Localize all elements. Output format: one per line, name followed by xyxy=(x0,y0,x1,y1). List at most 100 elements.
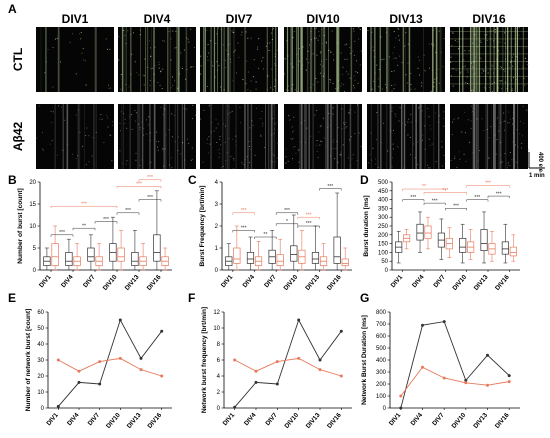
raster-spike xyxy=(450,160,452,161)
raster-spike xyxy=(499,41,501,43)
raster-spike xyxy=(410,83,412,85)
raster-spike xyxy=(203,109,205,111)
data-point xyxy=(139,356,143,360)
raster-spike xyxy=(404,45,406,47)
raster-spike xyxy=(247,89,249,91)
raster-spike xyxy=(208,136,210,138)
column-header: DIV4 xyxy=(144,12,171,26)
raster-spike xyxy=(154,65,156,67)
raster-spike xyxy=(405,32,407,34)
raster-spike xyxy=(180,153,182,155)
raster-spike xyxy=(464,111,466,113)
raster-spike xyxy=(331,51,333,53)
raster-spike xyxy=(223,89,225,91)
y-tick-label: 10 xyxy=(213,326,220,332)
raster-spike xyxy=(452,32,454,34)
raster-spike xyxy=(246,156,248,158)
raster-event-column xyxy=(291,27,293,92)
raster-spike xyxy=(42,148,44,150)
raster-spike xyxy=(292,158,293,160)
raster-spike xyxy=(378,86,380,88)
raster-event-column xyxy=(178,27,180,92)
raster-spike xyxy=(287,161,289,163)
raster-spike xyxy=(202,161,204,163)
x-tick-label: DIV10 xyxy=(283,411,300,429)
raster-spike xyxy=(491,64,493,66)
data-point xyxy=(486,353,489,357)
panel-b-number-of-burst: B 0 5 10 15 20 Number of burst [count] DIV1 DIV4… xyxy=(8,173,172,292)
raster-spike xyxy=(227,113,229,115)
raster-spike xyxy=(511,61,513,63)
raster-spike xyxy=(260,118,262,119)
raster-spike xyxy=(261,110,263,112)
raster-event-column xyxy=(385,104,388,169)
raster-spike xyxy=(323,73,325,75)
raster-spike xyxy=(190,159,192,161)
raster-event-column xyxy=(185,27,188,92)
raster-spike xyxy=(150,47,151,49)
raster-spike xyxy=(289,120,291,121)
data-point xyxy=(421,323,424,327)
raster-spike xyxy=(464,65,466,67)
raster-spike xyxy=(274,128,276,130)
raster-spike xyxy=(341,108,343,110)
raster-spike xyxy=(390,130,392,132)
raster-spike xyxy=(393,31,395,33)
box-iqr xyxy=(276,254,284,266)
raster-spike xyxy=(380,142,382,144)
raster-spike xyxy=(453,118,455,120)
raster-event-column xyxy=(370,27,372,92)
raster-spike xyxy=(183,49,185,51)
raster-spike xyxy=(277,130,279,131)
raster-spike xyxy=(432,90,433,92)
raster-spike xyxy=(404,167,406,169)
raster-event-column xyxy=(309,27,312,92)
raster-event-column xyxy=(485,104,487,169)
y-tick-label: 12 xyxy=(213,310,220,316)
raster-event-column xyxy=(94,27,97,92)
raster-spike xyxy=(235,140,237,142)
raster-spike xyxy=(380,36,382,38)
raster-spike xyxy=(224,141,226,143)
x-tick-label: DIV1 xyxy=(388,411,403,427)
raster-spike xyxy=(86,127,88,129)
raster-spike xyxy=(513,53,515,55)
raster-spike xyxy=(218,149,220,151)
raster-spike xyxy=(124,123,126,125)
raster-spike xyxy=(352,154,354,156)
y-tick-label: 350 xyxy=(378,206,389,212)
raster-spike xyxy=(524,84,526,86)
raster-spike xyxy=(444,160,446,162)
significance-label: *** xyxy=(306,212,312,218)
raster-event-column xyxy=(388,27,390,92)
raster-spike xyxy=(180,52,182,54)
raster-spike xyxy=(511,159,513,161)
raster-spike xyxy=(441,146,443,148)
raster-spike xyxy=(340,153,342,155)
box-iqr xyxy=(501,241,509,255)
raster-event-column xyxy=(217,27,218,92)
raster-spike xyxy=(335,147,337,149)
raster-spike xyxy=(429,124,431,126)
raster-spike xyxy=(156,140,158,142)
x-tick-label: DIV10 xyxy=(451,411,468,429)
raster-row-band xyxy=(450,38,528,40)
raster-spike xyxy=(271,68,273,70)
raster-spike xyxy=(191,147,193,149)
raster-spike xyxy=(525,47,527,49)
raster-spike xyxy=(376,64,378,66)
raster-spike xyxy=(331,30,333,32)
box-iqr xyxy=(480,229,488,251)
raster-event-column xyxy=(477,104,479,169)
raster-spike xyxy=(222,166,224,167)
raster-event-column xyxy=(336,104,338,169)
raster-spike xyxy=(249,146,250,147)
panel-letter: F xyxy=(188,291,195,305)
raster-spike xyxy=(193,47,195,49)
raster-spike xyxy=(266,89,268,90)
raster-spike xyxy=(143,84,145,86)
raster-spike xyxy=(359,29,361,31)
raster-spike xyxy=(484,75,486,77)
y-tick-label: 500 xyxy=(376,346,387,352)
raster-spike xyxy=(495,31,497,33)
